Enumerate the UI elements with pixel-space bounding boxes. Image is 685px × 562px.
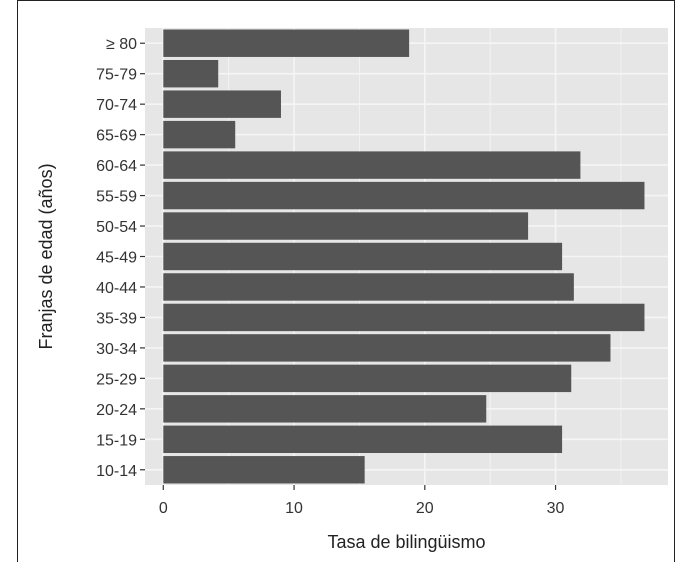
bar [163, 29, 410, 57]
bar [163, 364, 572, 393]
bar [163, 395, 487, 423]
y-axis: 10-14 15-19 20-24 25-29 30-34 35-39 40-44 45-49… [96, 36, 145, 480]
x-axis-title: Tasa de bilingüismo [327, 532, 485, 552]
bar [163, 242, 563, 271]
bar [163, 59, 219, 88]
bar [163, 456, 365, 484]
bar [163, 90, 281, 118]
y-tick-label: 35-39 [96, 310, 137, 327]
x-tick-label: 20 [416, 500, 434, 517]
bar [163, 151, 581, 179]
y-tick-label: 20-24 [96, 402, 137, 419]
y-tick-label: ≥ 80 [106, 36, 137, 53]
y-tick-label: 50-54 [96, 219, 137, 236]
y-tick-label: 15-19 [96, 432, 137, 449]
y-tick-label: 55-59 [96, 189, 137, 206]
y-tick-label: 75-79 [96, 67, 137, 84]
y-tick-label: 30-34 [96, 341, 137, 358]
y-tick-label: 25-29 [96, 371, 137, 388]
y-axis-title: Franjas de edad (años) [36, 163, 56, 349]
bar [163, 273, 574, 301]
bar [163, 120, 236, 149]
y-tick-label: 45-49 [96, 250, 137, 267]
y-tick-label: 40-44 [96, 280, 137, 297]
bars [163, 29, 645, 484]
x-axis: 0 10 20 30 [159, 485, 565, 517]
y-tick-label: 65-69 [96, 128, 137, 145]
bar [163, 212, 529, 240]
bar [163, 181, 645, 210]
bar [163, 303, 645, 332]
y-tick-label: 10-14 [96, 463, 137, 480]
bar [163, 334, 611, 362]
x-tick-label: 10 [285, 500, 303, 517]
x-tick-label: 0 [159, 500, 168, 517]
bar [163, 425, 563, 454]
x-tick-label: 30 [547, 500, 565, 517]
y-tick-label: 70-74 [96, 97, 137, 114]
y-tick-label: 60-64 [96, 158, 137, 175]
